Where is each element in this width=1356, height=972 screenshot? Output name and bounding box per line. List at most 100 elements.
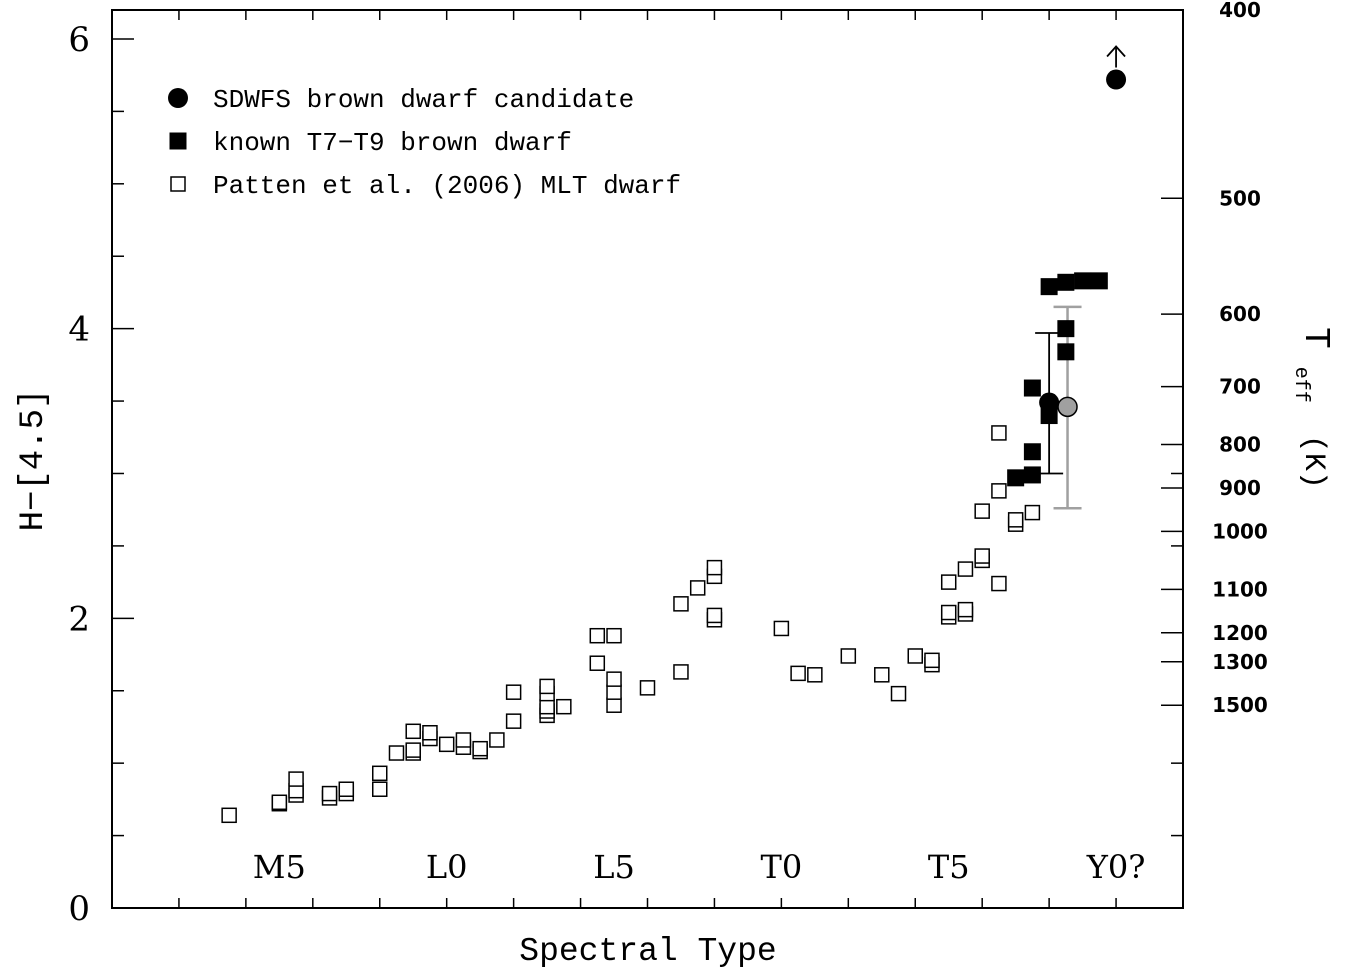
mlt-dwarf-point [791, 666, 805, 680]
mlt-dwarf-point [808, 668, 822, 682]
mlt-dwarf-point [1025, 506, 1039, 520]
svg-text:T eff (K): T eff (K) [1286, 327, 1336, 489]
known-t-dwarf-point [1074, 272, 1091, 289]
mlt-dwarf-point [607, 685, 621, 699]
y-tick-label: 2 [68, 599, 90, 639]
mlt-dwarf-point [373, 782, 387, 796]
known-t-dwarf-point [1024, 443, 1041, 460]
candidate-point [1039, 393, 1059, 413]
teff-label-main: T [1295, 327, 1336, 349]
teff-tick-label: 1100 [1212, 577, 1268, 601]
legend-label: Patten et al. (2006) MLT dwarf [213, 171, 681, 201]
x-tick-label: L5 [593, 848, 635, 886]
x-tick-label: M5 [253, 848, 306, 886]
teff-tick-label: 800 [1219, 433, 1261, 457]
teff-tick-label: 600 [1219, 302, 1261, 326]
teff-tick-label: 1500 [1212, 693, 1268, 717]
known-t-dwarf-point [1057, 274, 1074, 291]
mlt-dwarf-point [406, 743, 420, 757]
mlt-dwarf-point [272, 795, 286, 809]
mlt-dwarf-point [423, 726, 437, 740]
known-t-dwarf-point [1057, 343, 1074, 360]
legend-label: SDWFS brown dwarf candidate [213, 85, 634, 115]
mlt-dwarf-point [691, 581, 705, 595]
mlt-dwarf-point [925, 653, 939, 667]
mlt-dwarf-point [892, 687, 906, 701]
teff-tick-label: 400 [1219, 0, 1261, 22]
mlt-dwarf-point [507, 685, 521, 699]
mlt-dwarf-point [557, 700, 571, 714]
mlt-dwarf-point [975, 504, 989, 518]
known-t-dwarf-point [1091, 272, 1108, 289]
mlt-dwarf-point [908, 649, 922, 663]
mlt-dwarf-point [289, 772, 303, 786]
mlt-dwarf-point [373, 766, 387, 780]
teff-tick-label: 500 [1219, 186, 1261, 210]
y-axis-label: H−[4.5] [15, 389, 53, 532]
mlt-dwarf-point [841, 649, 855, 663]
mlt-dwarf-point [590, 656, 604, 670]
known-t-dwarf-point [1041, 278, 1058, 295]
teff-tick-label: 1300 [1212, 650, 1268, 674]
teff-tick-label: 900 [1219, 476, 1261, 500]
mlt-dwarf-point [607, 629, 621, 643]
mlt-dwarf-point [707, 608, 721, 622]
teff-label-unit: (K) [1296, 435, 1330, 489]
x-tick-label: L0 [426, 848, 468, 886]
mlt-dwarf-point [975, 549, 989, 563]
x-tick-label: T0 [761, 848, 803, 886]
mlt-dwarf-point [222, 808, 236, 822]
legend-marker [168, 88, 188, 108]
mlt-dwarf-point [440, 737, 454, 751]
legend-marker [171, 177, 185, 191]
mlt-dwarf-point [707, 561, 721, 575]
known-t-dwarf-point [1024, 380, 1041, 397]
mlt-dwarf-point [1009, 513, 1023, 527]
known-t-dwarf-point [1024, 466, 1041, 483]
mlt-dwarf-point [641, 681, 655, 695]
mlt-dwarf-point [590, 629, 604, 643]
alt-candidate-point [1058, 397, 1077, 416]
y-tick-label: 0 [68, 889, 90, 929]
mlt-dwarf-point [507, 714, 521, 728]
mlt-dwarf-point [674, 597, 688, 611]
teff-label-sub: eff [1289, 367, 1312, 403]
mlt-dwarf-point [958, 562, 972, 576]
x-tick-labels: M5 L0 L5 T0 T5 Y0? [253, 848, 1146, 886]
mlt-dwarf-point [942, 606, 956, 620]
legend: SDWFS brown dwarf candidate known T7−T9 b… [168, 85, 681, 201]
known-t-dwarf-point [1057, 320, 1074, 337]
x-tick-label: Y0? [1086, 848, 1146, 886]
y-tick-label: 4 [68, 310, 90, 350]
teff-tick-label: 700 [1219, 375, 1261, 399]
mlt-dwarf-point [323, 787, 337, 801]
mlt-dwarf-point [490, 733, 504, 747]
teff-tick-label: 1000 [1212, 519, 1268, 543]
y-tick-label: 6 [68, 20, 90, 60]
teff-tick-label: 1200 [1212, 621, 1268, 645]
teff-tick-labels: 400 500 600 700 800 900 1000 1100 1200 1300 1500 [1212, 0, 1268, 717]
known-t-dwarf-point [1007, 469, 1024, 486]
mlt-dwarf-point [992, 484, 1006, 498]
mlt-dwarf-point [992, 426, 1006, 440]
legend-label: known T7−T9 brown dwarf [213, 128, 572, 158]
mlt-dwarf-point [339, 782, 353, 796]
legend-marker [170, 133, 187, 150]
mlt-dwarf-point [875, 668, 889, 682]
teff-axis-label: T eff (K) [1286, 327, 1336, 489]
mlt-dwarf-point [992, 577, 1006, 591]
data-points [222, 47, 1126, 823]
y-tick-labels: 0 2 4 6 [68, 20, 90, 929]
mlt-dwarf-point [607, 698, 621, 712]
mlt-dwarf-point [456, 733, 470, 747]
mlt-dwarf-point [674, 665, 688, 679]
mlt-dwarf-point [473, 742, 487, 756]
mlt-dwarf-point [540, 700, 554, 714]
mlt-dwarf-point [942, 575, 956, 589]
x-tick-label: T5 [928, 848, 970, 886]
candidate-point [1106, 70, 1126, 90]
mlt-dwarf-point [406, 724, 420, 738]
mlt-dwarf-point [774, 621, 788, 635]
mlt-dwarf-point [607, 672, 621, 686]
